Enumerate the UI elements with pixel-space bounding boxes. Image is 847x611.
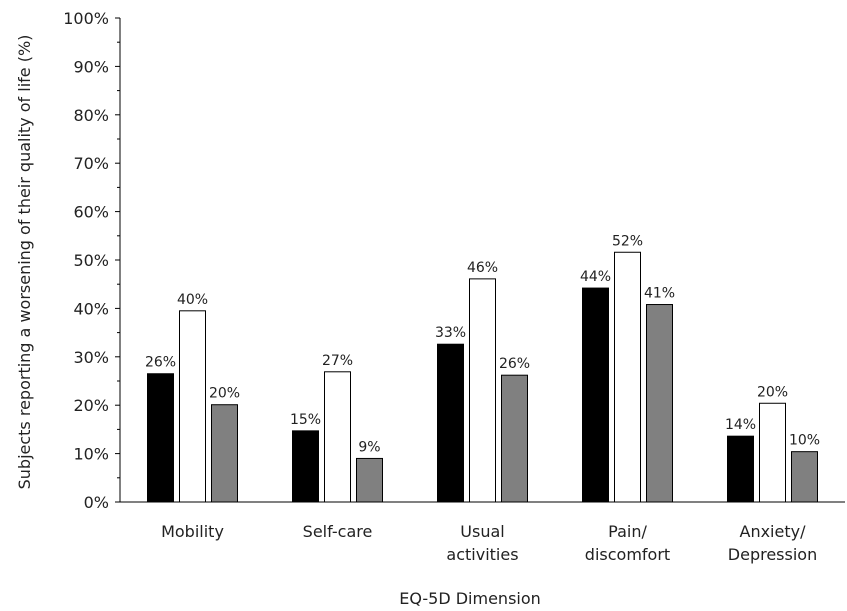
y-tick-label: 10% [73, 445, 109, 464]
data-label: 52% [612, 233, 643, 249]
category-label: Depression [728, 545, 817, 564]
category-label: Self-care [303, 522, 373, 541]
bar [614, 251, 641, 503]
data-label: 46% [467, 260, 498, 276]
data-label: 27% [322, 353, 353, 369]
category-label: Mobility [161, 522, 224, 541]
data-label: 14% [725, 417, 756, 433]
category-label: discomfort [585, 545, 670, 564]
data-label: 44% [580, 269, 611, 285]
bar [791, 451, 818, 503]
bar [469, 278, 496, 503]
data-label: 33% [435, 325, 466, 341]
data-label: 9% [358, 439, 380, 455]
data-label: 10% [789, 433, 820, 449]
bar [356, 457, 383, 503]
y-tick-label: 100% [63, 9, 109, 28]
category-label: Usual [460, 522, 504, 541]
bar [211, 404, 238, 503]
y-tick-label: 40% [73, 299, 109, 318]
x-axis-title: EQ-5D Dimension [399, 589, 541, 608]
bar [501, 374, 528, 503]
y-tick-label: 90% [73, 57, 109, 76]
data-label: 20% [209, 386, 240, 402]
y-tick-label: 20% [73, 396, 109, 415]
bars [147, 251, 818, 503]
bar [324, 371, 351, 503]
data-label: 20% [757, 384, 788, 400]
y-tick-label: 70% [73, 154, 109, 173]
data-label: 40% [177, 292, 208, 308]
data-label: 15% [290, 412, 321, 428]
y-tick-label: 0% [84, 493, 109, 512]
category-label: activities [446, 545, 518, 564]
category-labels: Mobility Self-care Usual activities Pain/dis… [161, 522, 817, 564]
data-label: 26% [499, 356, 530, 372]
bar [437, 343, 464, 503]
bar [727, 435, 754, 503]
data-labels: 26% 40% 20% 15% 27% 9% 33% 46% 26% 44% 52% 41% 14% 20… [145, 233, 820, 455]
bar [759, 402, 786, 503]
bar [147, 373, 174, 503]
data-label: 41% [644, 286, 675, 302]
y-axis-ticks: 0% 10% 20% 30% 40% 50% 60% 70% 80% 90% 100% [63, 9, 120, 512]
y-tick-label: 30% [73, 348, 109, 367]
bar [292, 430, 319, 503]
y-tick-label: 80% [73, 106, 109, 125]
category-label: Pain/ [608, 522, 647, 541]
bar [582, 287, 609, 503]
bar [179, 310, 206, 503]
data-label: 26% [145, 355, 176, 371]
y-axis-title: Subjects reporting a worsening of their … [15, 35, 34, 490]
y-tick-label: 60% [73, 203, 109, 222]
bar [646, 304, 673, 503]
y-tick-label: 50% [73, 251, 109, 270]
category-label: Anxiety/ [740, 522, 807, 541]
